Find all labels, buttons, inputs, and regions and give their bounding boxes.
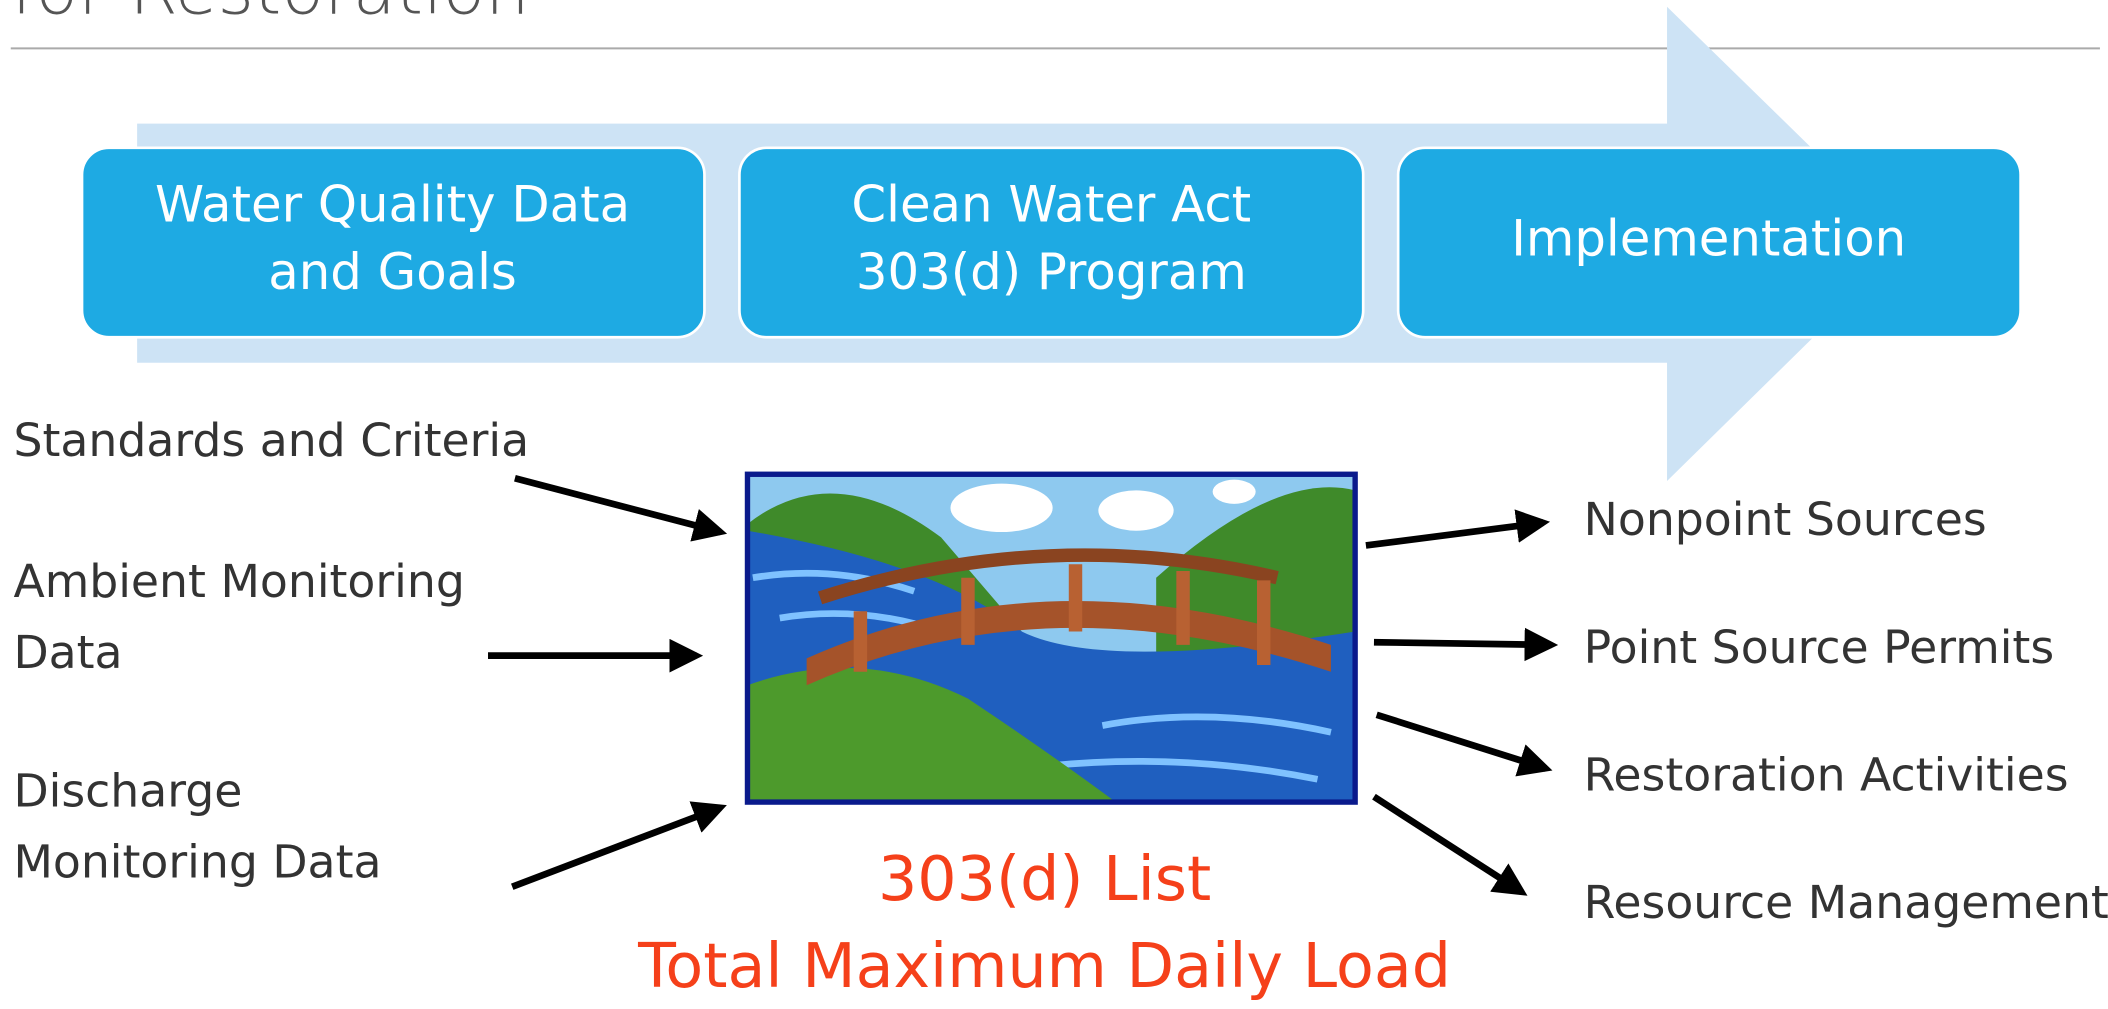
step-label: Clean Water Act (851, 176, 1251, 234)
output-arrow (1377, 715, 1546, 769)
bridge-illustration (747, 474, 1355, 802)
input-label: Standards and Criteria (13, 414, 529, 467)
input-label: Monitoring Data (13, 836, 381, 889)
output-arrow (1366, 523, 1543, 546)
caption: 303(d) List (878, 843, 1211, 915)
output-label: Point Source Permits (1584, 621, 2054, 674)
step-box: Water Quality Data and Goals (82, 148, 704, 337)
slide-title: for Restoration (11, 0, 530, 31)
step-label: 303(d) Program (856, 243, 1247, 301)
step-label: Implementation (1511, 209, 1906, 267)
slide: for Restoration Water Quality Data and G… (0, 0, 2108, 1009)
step-label: Water Quality Data (155, 176, 630, 234)
input-label: Data (13, 626, 122, 679)
input-label: Discharge (13, 765, 242, 818)
step-box: Implementation (1398, 148, 2020, 337)
step-label: and Goals (268, 243, 517, 301)
input-arrow (515, 478, 721, 532)
output-arrow (1374, 642, 1551, 645)
output-label: Nonpoint Sources (1584, 493, 1987, 546)
output-arrow (1374, 797, 1522, 892)
output-label: Resource Management (1584, 876, 2108, 929)
input-label: Ambient Monitoring (13, 555, 464, 608)
caption: Total Maximum Daily Load (637, 930, 1451, 1002)
output-label: Restoration Activities (1584, 748, 2069, 801)
step-box: Clean Water Act 303(d) Program (739, 148, 1363, 337)
input-arrow (512, 807, 720, 886)
